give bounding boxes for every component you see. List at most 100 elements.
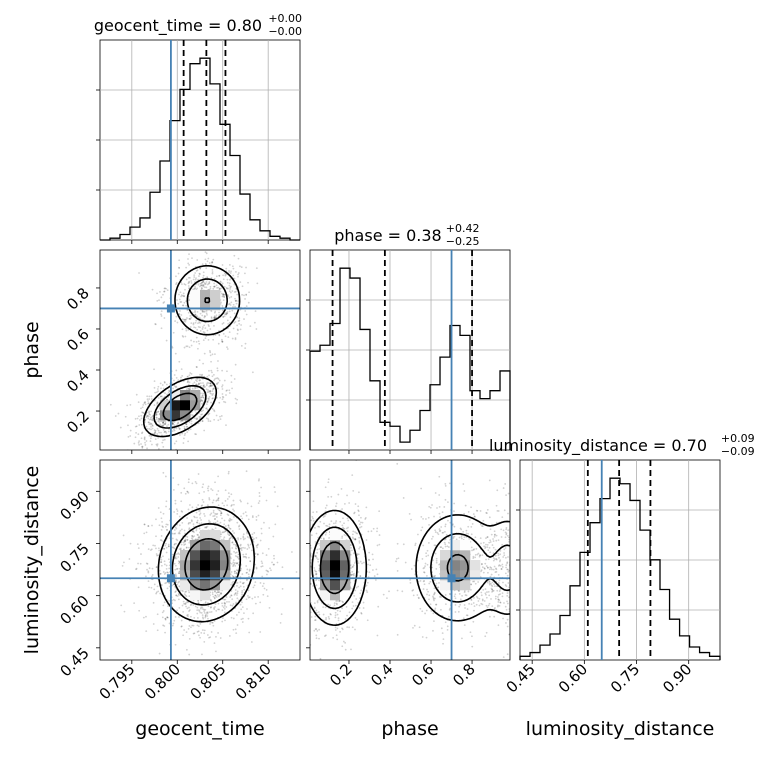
sample-point [160, 296, 163, 299]
sample-point [202, 384, 205, 387]
sample-point [376, 544, 379, 547]
sample-point [506, 618, 509, 621]
density-bin [170, 390, 181, 401]
sample-point [244, 310, 247, 312]
sample-point [479, 510, 482, 512]
sample-point [479, 554, 481, 557]
sample-point [229, 316, 232, 319]
sample-point [195, 527, 198, 530]
sample-point [228, 331, 231, 334]
sample-point [161, 525, 164, 528]
sample-point [220, 301, 222, 304]
sample-point [479, 554, 482, 557]
sample-point [276, 505, 279, 508]
sample-point [129, 435, 132, 437]
sample-point [142, 404, 145, 406]
sample-point [160, 535, 163, 537]
sample-point [497, 581, 500, 584]
sample-point [463, 512, 466, 515]
sample-point [486, 546, 489, 549]
sample-point [188, 637, 191, 640]
sample-point [188, 374, 191, 377]
sample-point [237, 275, 239, 278]
sample-point [181, 590, 184, 593]
sample-point [218, 274, 221, 277]
sample-point [183, 602, 185, 605]
sample-point [163, 438, 166, 441]
sample-point [202, 362, 205, 365]
sample-point [222, 278, 225, 281]
sample-point [167, 545, 170, 548]
sample-point [258, 492, 261, 494]
sample-point [214, 521, 217, 524]
contour-line [142, 265, 241, 438]
sample-point [190, 422, 193, 425]
sample-point [490, 568, 493, 571]
sample-point [493, 585, 496, 588]
sample-point [253, 584, 256, 587]
sample-point [260, 560, 263, 563]
sample-point [119, 426, 122, 429]
sample-point [447, 519, 449, 522]
sample-point [178, 293, 180, 296]
sample-point [345, 606, 348, 608]
sample-point [188, 317, 191, 320]
sample-point [174, 591, 177, 593]
density-bin [210, 290, 221, 301]
sample-point [173, 547, 176, 550]
sample-point [146, 414, 149, 417]
sample-point [464, 607, 466, 609]
sample-point [195, 538, 197, 541]
sample-point [153, 433, 156, 436]
sample-point [196, 521, 199, 524]
sample-point [440, 526, 443, 528]
hist-panel-geocent_time [96, 39, 301, 241]
sample-point [232, 305, 234, 308]
sample-point [481, 566, 484, 569]
sample-point [187, 481, 190, 484]
sample-point [192, 604, 195, 606]
sample-point [438, 582, 440, 584]
sample-point [149, 437, 152, 440]
sample-point [233, 563, 236, 565]
sample-point [507, 512, 509, 515]
sample-point [503, 602, 505, 604]
sample-point [174, 502, 177, 505]
sample-point [187, 383, 190, 386]
sample-point [474, 553, 477, 556]
sample-point [470, 546, 473, 549]
sample-point [472, 555, 475, 558]
sample-point [223, 611, 226, 614]
sample-point [184, 543, 187, 546]
sample-point [219, 637, 222, 639]
sample-point [173, 543, 176, 546]
sample-point [498, 590, 501, 592]
sample-point [221, 617, 224, 619]
sample-point [175, 508, 178, 511]
sample-point [354, 537, 357, 540]
sample-point [281, 587, 284, 590]
density-bin [170, 410, 181, 421]
sample-point [155, 411, 158, 414]
sample-point [505, 564, 508, 567]
sample-point [472, 513, 475, 515]
sample-point [209, 328, 212, 330]
sample-point [184, 539, 187, 542]
sample-point [330, 495, 333, 498]
sample-point [227, 295, 230, 298]
sample-point [440, 546, 443, 549]
sample-point [218, 333, 221, 336]
sample-point [172, 387, 174, 390]
sample-point [376, 530, 378, 533]
sample-point [366, 619, 369, 622]
sample-point [187, 627, 190, 630]
sample-point [352, 574, 355, 577]
sample-point [181, 375, 184, 377]
sample-point [246, 548, 249, 550]
sample-point [226, 346, 228, 349]
sample-point [173, 442, 176, 445]
sample-point [123, 561, 125, 564]
sample-point [199, 329, 202, 332]
sample-point [181, 521, 184, 524]
sample-point [506, 574, 509, 577]
